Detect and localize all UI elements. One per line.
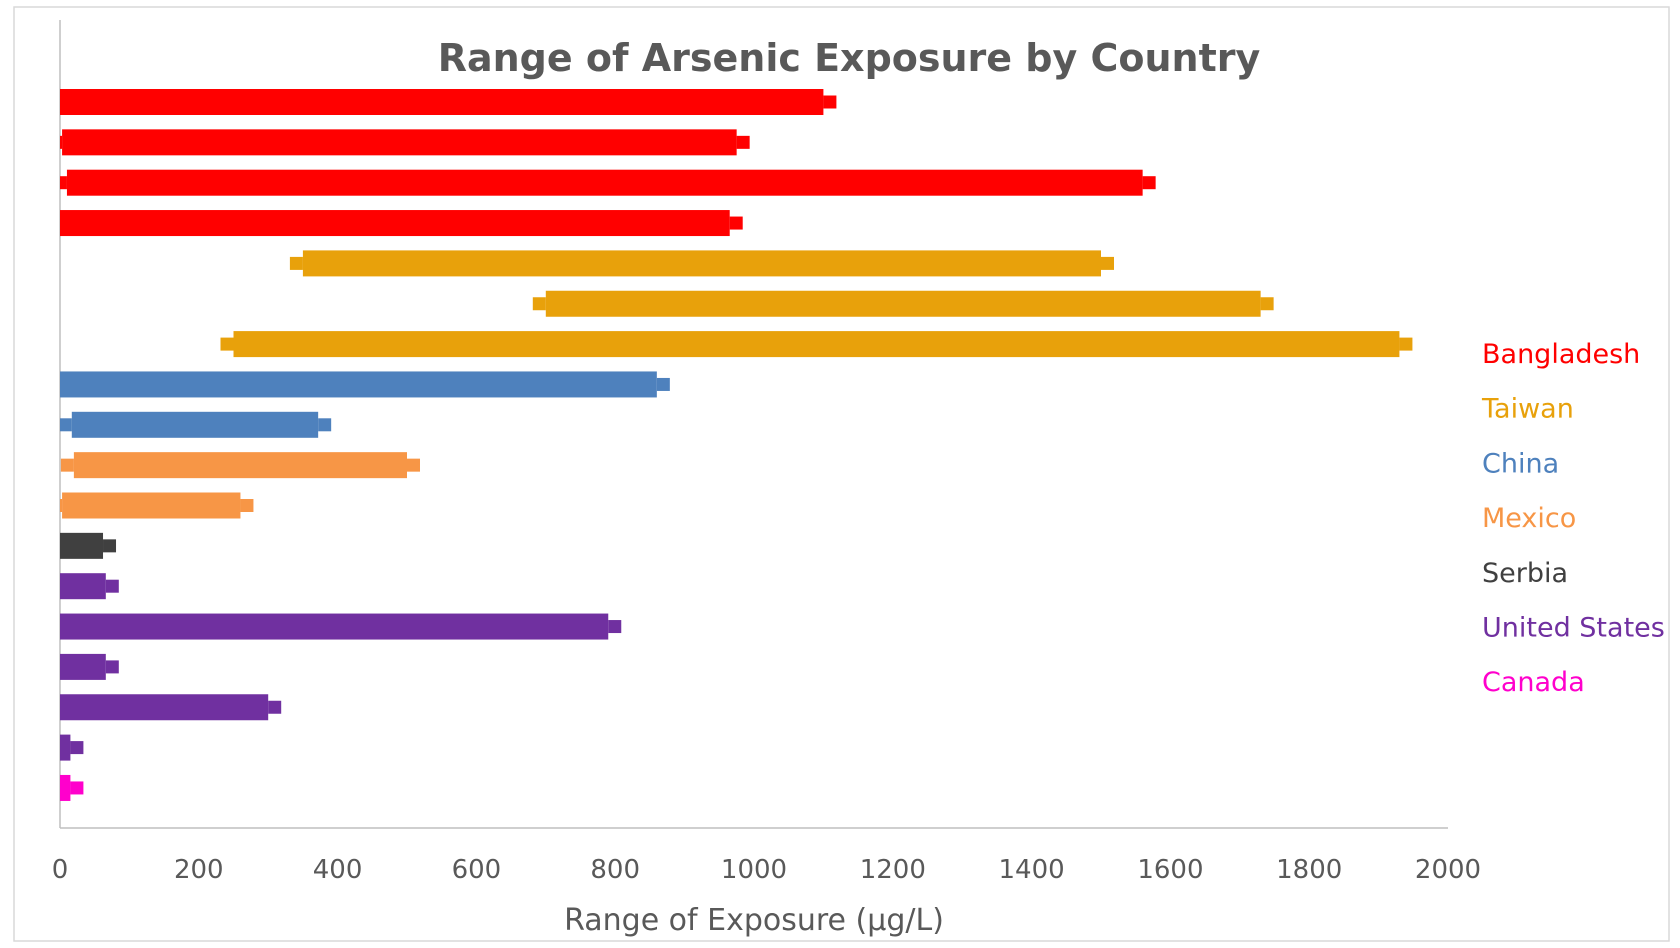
- range-bar-max-cap: [70, 781, 84, 795]
- range-bar-body: [60, 210, 730, 237]
- range-bar: [60, 169, 1156, 196]
- x-tick-label: 1600: [1137, 855, 1203, 885]
- x-tick-label: 400: [313, 855, 363, 885]
- chart-title: Range of Arsenic Exposure by Country: [438, 36, 1261, 80]
- range-bar-min-cap: [60, 499, 63, 512]
- range-bar-body: [66, 169, 1143, 196]
- range-bar-body: [545, 290, 1261, 317]
- range-bar-max-cap: [1260, 297, 1274, 311]
- range-bar: [60, 774, 84, 801]
- range-bar-body: [60, 89, 824, 115]
- range-bar-body: [60, 774, 71, 801]
- range-bar-body: [60, 613, 609, 640]
- range-bar: [60, 210, 743, 237]
- legend-entry: Taiwan: [1481, 394, 1574, 425]
- range-bar-max-cap: [823, 95, 837, 109]
- range-bar-min-cap: [60, 135, 63, 149]
- range-bar-max-cap: [240, 499, 254, 512]
- range-bar-body: [60, 694, 269, 721]
- range-bar: [60, 734, 84, 761]
- x-axis-label: Range of Exposure (µg/L): [564, 903, 944, 938]
- range-bar-body: [62, 492, 241, 519]
- range-bar-body: [60, 734, 71, 761]
- x-tick-label: 0: [52, 855, 69, 885]
- range-bar-max-cap: [608, 620, 622, 634]
- range-bar: [289, 250, 1114, 277]
- range-bar: [60, 129, 750, 156]
- range-bar-body: [62, 129, 737, 156]
- legend-entry: Bangladesh: [1482, 339, 1640, 370]
- x-tick-label: 2000: [1415, 855, 1481, 885]
- x-tick-label: 200: [174, 855, 224, 885]
- bars-layer: [60, 89, 1413, 801]
- x-tick-label: 600: [452, 855, 502, 885]
- range-bar: [60, 411, 332, 438]
- range-bar-max-cap: [656, 377, 670, 391]
- x-tick-label: 1200: [860, 855, 926, 885]
- range-bar-body: [73, 452, 407, 479]
- range-bar-max-cap: [103, 539, 117, 553]
- range-bar-body: [60, 532, 104, 559]
- range-bar-max-cap: [1399, 337, 1413, 351]
- range-bar-min-cap: [220, 337, 234, 351]
- x-tick-label: 1800: [1276, 855, 1342, 885]
- range-bar-max-cap: [729, 216, 743, 230]
- range-bar-max-cap: [1142, 176, 1156, 190]
- range-bar-max-cap: [407, 458, 420, 472]
- range-bar: [60, 613, 622, 640]
- x-tick-label: 1400: [999, 855, 1065, 885]
- legend-entry: Canada: [1482, 667, 1585, 698]
- range-bar: [60, 694, 282, 721]
- range-bar: [60, 89, 837, 115]
- range-bar: [60, 532, 117, 559]
- legend: Bangladesh Taiwan China Mexico Serbia United …: [1481, 339, 1665, 698]
- range-bar-max-cap: [736, 135, 750, 149]
- legend-entry: United States: [1482, 613, 1665, 644]
- range-bar-max-cap: [105, 579, 119, 593]
- range-bar-min-cap: [289, 256, 303, 270]
- range-bar: [60, 653, 119, 680]
- range-bar: [60, 492, 254, 519]
- x-tick-labels: 0 200 400 600 800 1000 1200 1400 1600 1800 2000: [52, 855, 1481, 885]
- range-bar-min-cap: [60, 176, 67, 190]
- range-bar-body: [60, 573, 106, 600]
- range-bar-max-cap: [318, 418, 332, 432]
- range-bar-max-cap: [70, 741, 84, 755]
- range-bar-min-cap: [60, 458, 74, 472]
- range-bar-body: [60, 371, 657, 398]
- range-bar: [532, 290, 1274, 317]
- range-bar-max-cap: [268, 700, 282, 714]
- range-bar-body: [302, 250, 1101, 277]
- legend-entry: Mexico: [1482, 503, 1576, 534]
- legend-entry: Serbia: [1482, 558, 1568, 589]
- range-bar-body: [71, 411, 319, 438]
- range-bar: [60, 371, 670, 398]
- x-tick-label: 1000: [721, 855, 787, 885]
- range-bar: [60, 452, 420, 479]
- range-bar-body: [60, 653, 106, 680]
- range-bar-min-cap: [532, 297, 546, 311]
- range-bar-min-cap: [60, 418, 72, 432]
- range-bar-max-cap: [1101, 256, 1114, 270]
- range-bar: [60, 573, 119, 600]
- range-bar: [220, 331, 1413, 358]
- x-tick-label: 800: [590, 855, 640, 885]
- legend-entry: China: [1482, 448, 1559, 479]
- range-bar-body: [233, 331, 1400, 358]
- range-bar-max-cap: [105, 660, 119, 674]
